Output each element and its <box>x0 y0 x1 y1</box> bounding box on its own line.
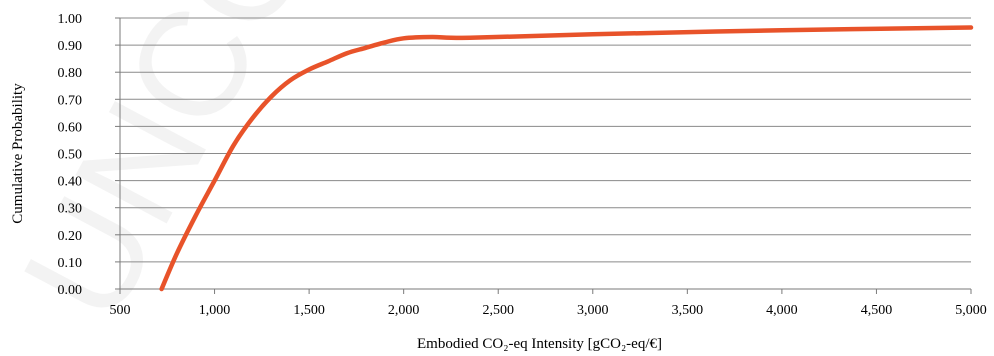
watermark-text: UNCO <box>0 0 346 345</box>
y-tick-label: 0.60 <box>58 120 83 135</box>
x-axis-title: Embodied CO₂-eq Intensity [gCO₂-eq/€] <box>417 336 662 352</box>
x-tick-label: 2,000 <box>388 303 420 318</box>
y-tick-label: 0.80 <box>58 66 83 81</box>
x-tick-label: 4,500 <box>861 303 893 318</box>
gridlines <box>120 17 971 263</box>
y-tick-label: 0.00 <box>58 283 83 298</box>
y-tick-label: 0.20 <box>58 229 83 244</box>
cdf-series-line <box>159 25 974 292</box>
series-layer <box>159 25 974 292</box>
x-tick-label: 1,500 <box>293 303 325 318</box>
x-tick-label: 5,000 <box>955 303 987 318</box>
y-tick-label: 1.00 <box>58 12 83 27</box>
x-tick-label: 3,000 <box>577 303 609 318</box>
y-tick-label: 0.50 <box>58 148 83 163</box>
x-tick-label: 4,000 <box>766 303 798 318</box>
y-tick-label: 0.90 <box>58 39 83 54</box>
y-tick-labels: 0.00 0.10 0.20 0.30 0.40 0.50 0.60 0.70 0.80 0.90… <box>58 12 83 298</box>
y-tick-label: 0.30 <box>58 202 83 217</box>
x-tick-labels: 500 1,000 1,500 2,000 2,500 3,000 3,500 4,000 4,… <box>110 303 987 318</box>
y-tick-label: 0.10 <box>58 256 83 271</box>
y-axis-title: Cumulative Probability <box>10 83 26 224</box>
x-tick-label: 1,000 <box>199 303 231 318</box>
y-tick-label: 0.70 <box>58 93 83 108</box>
y-tick-label: 0.40 <box>58 175 83 190</box>
x-tick-label: 3,500 <box>672 303 704 318</box>
x-tick-label: 500 <box>110 303 131 318</box>
x-tick-label: 2,500 <box>482 303 514 318</box>
axes <box>115 17 972 294</box>
